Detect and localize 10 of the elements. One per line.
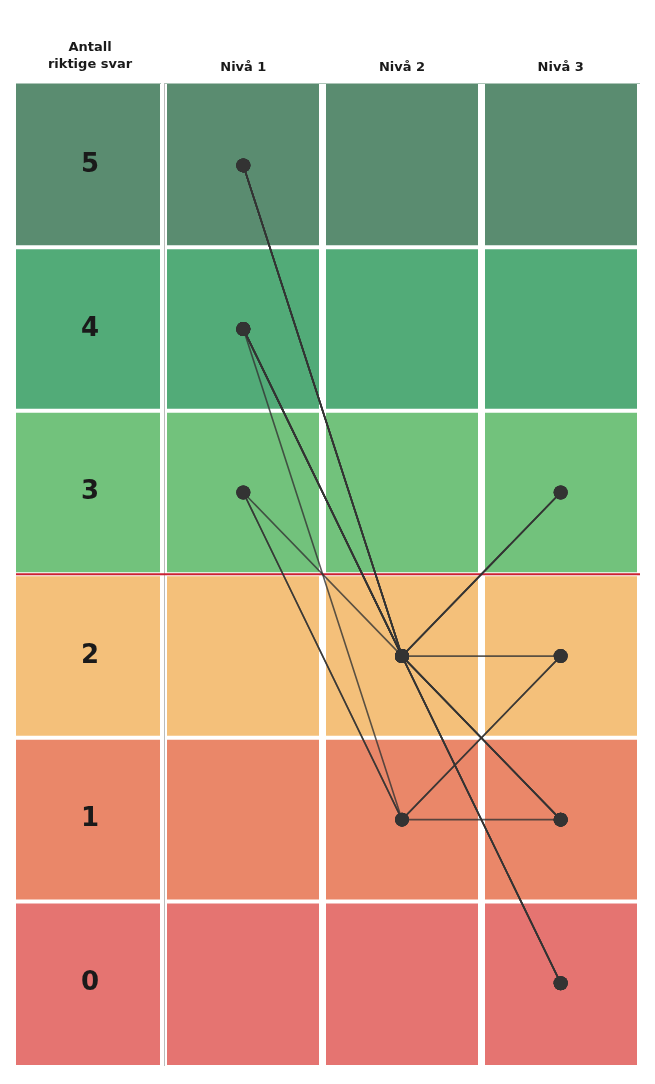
- y-tick-label: 5: [80, 148, 100, 179]
- y-tick-label: 3: [80, 475, 100, 506]
- y-tick-label: 4: [80, 311, 100, 342]
- y-tick-label: 0: [80, 965, 100, 996]
- y-tick-label: 2: [80, 638, 100, 669]
- x-tick-label: Nivå 3: [537, 59, 584, 75]
- x-tick-label: Nivå 2: [378, 59, 426, 75]
- y-tick-label: 1: [80, 802, 100, 833]
- y-axis-title: Antall riktige svar: [47, 38, 133, 71]
- x-tick-label: Nivå 1: [220, 59, 267, 75]
